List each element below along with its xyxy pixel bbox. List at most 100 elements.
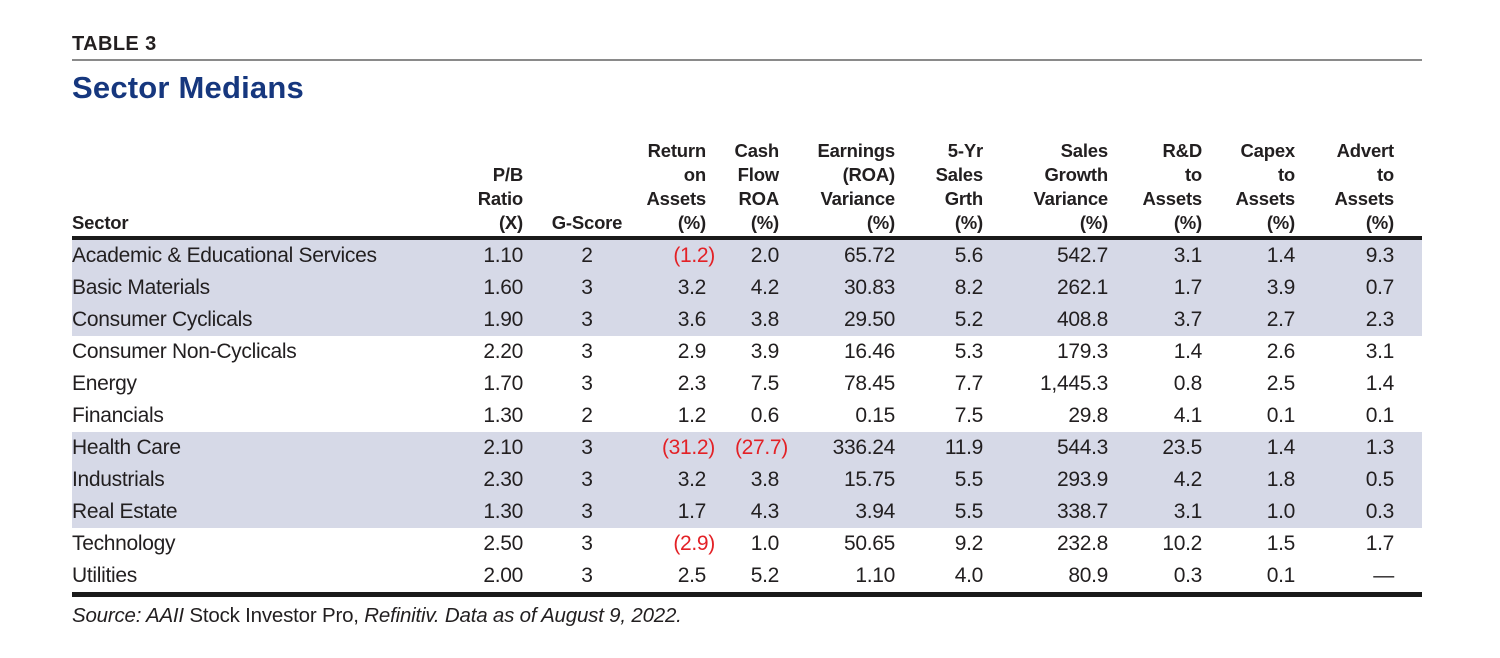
cell-sales_var: 262.1 [1056,276,1108,299]
cell-cf_roa: 7.5 [750,372,780,395]
cell-g_score: 3 [581,436,593,459]
cell-sector: Health Care [72,436,181,459]
cell-sales_5yr: 5.5 [954,500,984,523]
cell-capex: 2.7 [1266,308,1296,331]
cell-earn_var: 30.83 [843,276,895,299]
cell-rd_assets: 4.2 [1173,468,1203,491]
title-divider [72,59,1422,61]
cell-sales_5yr: 5.2 [954,308,984,331]
cell-cf_roa: 1.0 [750,532,780,555]
cell-g_score: 3 [581,340,593,363]
cell-earn_var: 78.45 [843,372,895,395]
sector-medians-table: Sector P/B Ratio (X) G-Score Return on Assets (%… [72,136,1422,628]
cell-pb_ratio: 1.30 [483,500,523,523]
cell-roa: (1.2) [637,244,722,268]
cell-g_score: 3 [581,532,593,555]
column-header-cf_roa: Cash Flow ROA (%) [734,140,780,233]
cell-advert: 9.3 [1365,244,1395,267]
cell-sales_var: 408.8 [1056,308,1108,331]
cell-advert: 1.4 [1365,372,1395,395]
cell-advert: 3.1 [1365,340,1395,363]
source-line: Source: AAII Stock Investor Pro, Refinit… [72,604,1422,628]
table-header-row: Sector P/B Ratio (X) G-Score Return on Assets (%… [72,136,1422,236]
table-row: Financials 1.30 2 1.2 0.6 0.15 7.5 29.8 4.1 0.1 0.… [72,400,1422,432]
cell-sector: Technology [72,532,176,555]
cell-rd_assets: 10.2 [1162,532,1202,555]
cell-capex: 0.1 [1266,564,1296,587]
cell-capex: 1.4 [1266,244,1296,267]
cell-advert: 0.1 [1365,404,1395,427]
cell-sector: Consumer Cyclicals [72,308,253,331]
table-bottom-divider [72,592,1422,597]
cell-sales_var: 293.9 [1056,468,1108,491]
cell-pb_ratio: 2.10 [483,436,523,459]
source-text-segment: Data as of August 9, 2022. [444,604,682,627]
negative-value: (1.2) [673,244,715,267]
cell-g_score: 3 [581,276,593,299]
table-row: Basic Materials 1.60 3 3.2 4.2 30.83 8.2 262.1 1… [72,272,1422,304]
column-header-sales_5yr: 5-Yr Sales Grth (%) [935,140,984,233]
cell-earn_var: 336.24 [832,436,896,459]
column-header-g_score: G-Score [551,212,623,233]
cell-roa: 1.7 [677,500,707,523]
cell-g_score: 3 [581,372,593,395]
cell-advert: — [1373,564,1394,587]
cell-advert: 0.7 [1365,276,1395,299]
cell-sales_5yr: 11.9 [944,436,983,459]
cell-advert: 0.5 [1365,468,1395,491]
cell-g_score: 2 [581,404,593,427]
cell-rd_assets: 0.3 [1173,564,1203,587]
cell-roa: 2.9 [677,340,707,363]
column-header-rd_assets: R&D to Assets (%) [1142,140,1203,233]
negative-value: (27.7) [734,436,788,459]
cell-sales_var: 232.8 [1056,532,1108,555]
cell-advert: 0.3 [1365,500,1395,523]
cell-roa: 2.5 [677,564,707,587]
source-text-segment: Source: AAII [72,604,190,627]
cell-roa: 1.2 [677,404,707,427]
cell-sales_5yr: 5.3 [954,340,984,363]
cell-capex: 0.1 [1266,404,1296,427]
cell-sales_var: 179.3 [1056,340,1108,363]
cell-roa: 3.2 [677,276,707,299]
cell-sales_5yr: 5.6 [954,244,984,267]
cell-sales_var: 338.7 [1056,500,1108,523]
table-row: Industrials 2.30 3 3.2 3.8 15.75 5.5 293.9 4.2 1.… [72,464,1422,496]
cell-pb_ratio: 2.00 [483,564,523,587]
cell-pb_ratio: 1.30 [483,404,523,427]
cell-rd_assets: 3.7 [1173,308,1203,331]
cell-roa: (31.2) [637,436,722,460]
cell-advert: 1.3 [1365,436,1395,459]
cell-earn_var: 16.46 [843,340,895,363]
cell-roa: 2.3 [677,372,707,395]
cell-rd_assets: 1.7 [1173,276,1203,299]
cell-g_score: 2 [581,244,593,267]
table-row: Technology 2.50 3 (2.9) 1.0 50.65 9.2 232.8 10.2… [72,528,1422,560]
cell-pb_ratio: 1.60 [483,276,523,299]
cell-sector: Energy [72,372,137,395]
header-divider [72,236,1422,240]
cell-capex: 1.0 [1266,500,1296,523]
cell-roa: (2.9) [637,532,722,556]
cell-g_score: 3 [581,308,593,331]
cell-cf_roa: 3.9 [750,340,780,363]
cell-rd_assets: 23.5 [1162,436,1202,459]
cell-cf_roa: 3.8 [750,308,780,331]
column-header-advert: Advert to Assets (%) [1334,140,1395,233]
cell-pb_ratio: 2.20 [483,340,523,363]
cell-pb_ratio: 1.90 [483,308,523,331]
cell-earn_var: 65.72 [843,244,895,267]
cell-pb_ratio: 2.50 [483,532,523,555]
cell-roa: 3.2 [677,468,707,491]
cell-capex: 2.6 [1266,340,1296,363]
negative-value: (31.2) [661,436,715,459]
cell-capex: 2.5 [1266,372,1296,395]
cell-sales_5yr: 9.2 [954,532,984,555]
table-row: Consumer Non-Cyclicals 2.20 3 2.9 3.9 16.46 5.… [72,336,1422,368]
cell-sales_5yr: 5.5 [954,468,984,491]
cell-earn_var: 15.75 [843,468,895,491]
cell-capex: 1.8 [1266,468,1296,491]
column-header-pb_ratio: P/B Ratio (X) [477,164,523,233]
cell-rd_assets: 3.1 [1173,244,1203,267]
